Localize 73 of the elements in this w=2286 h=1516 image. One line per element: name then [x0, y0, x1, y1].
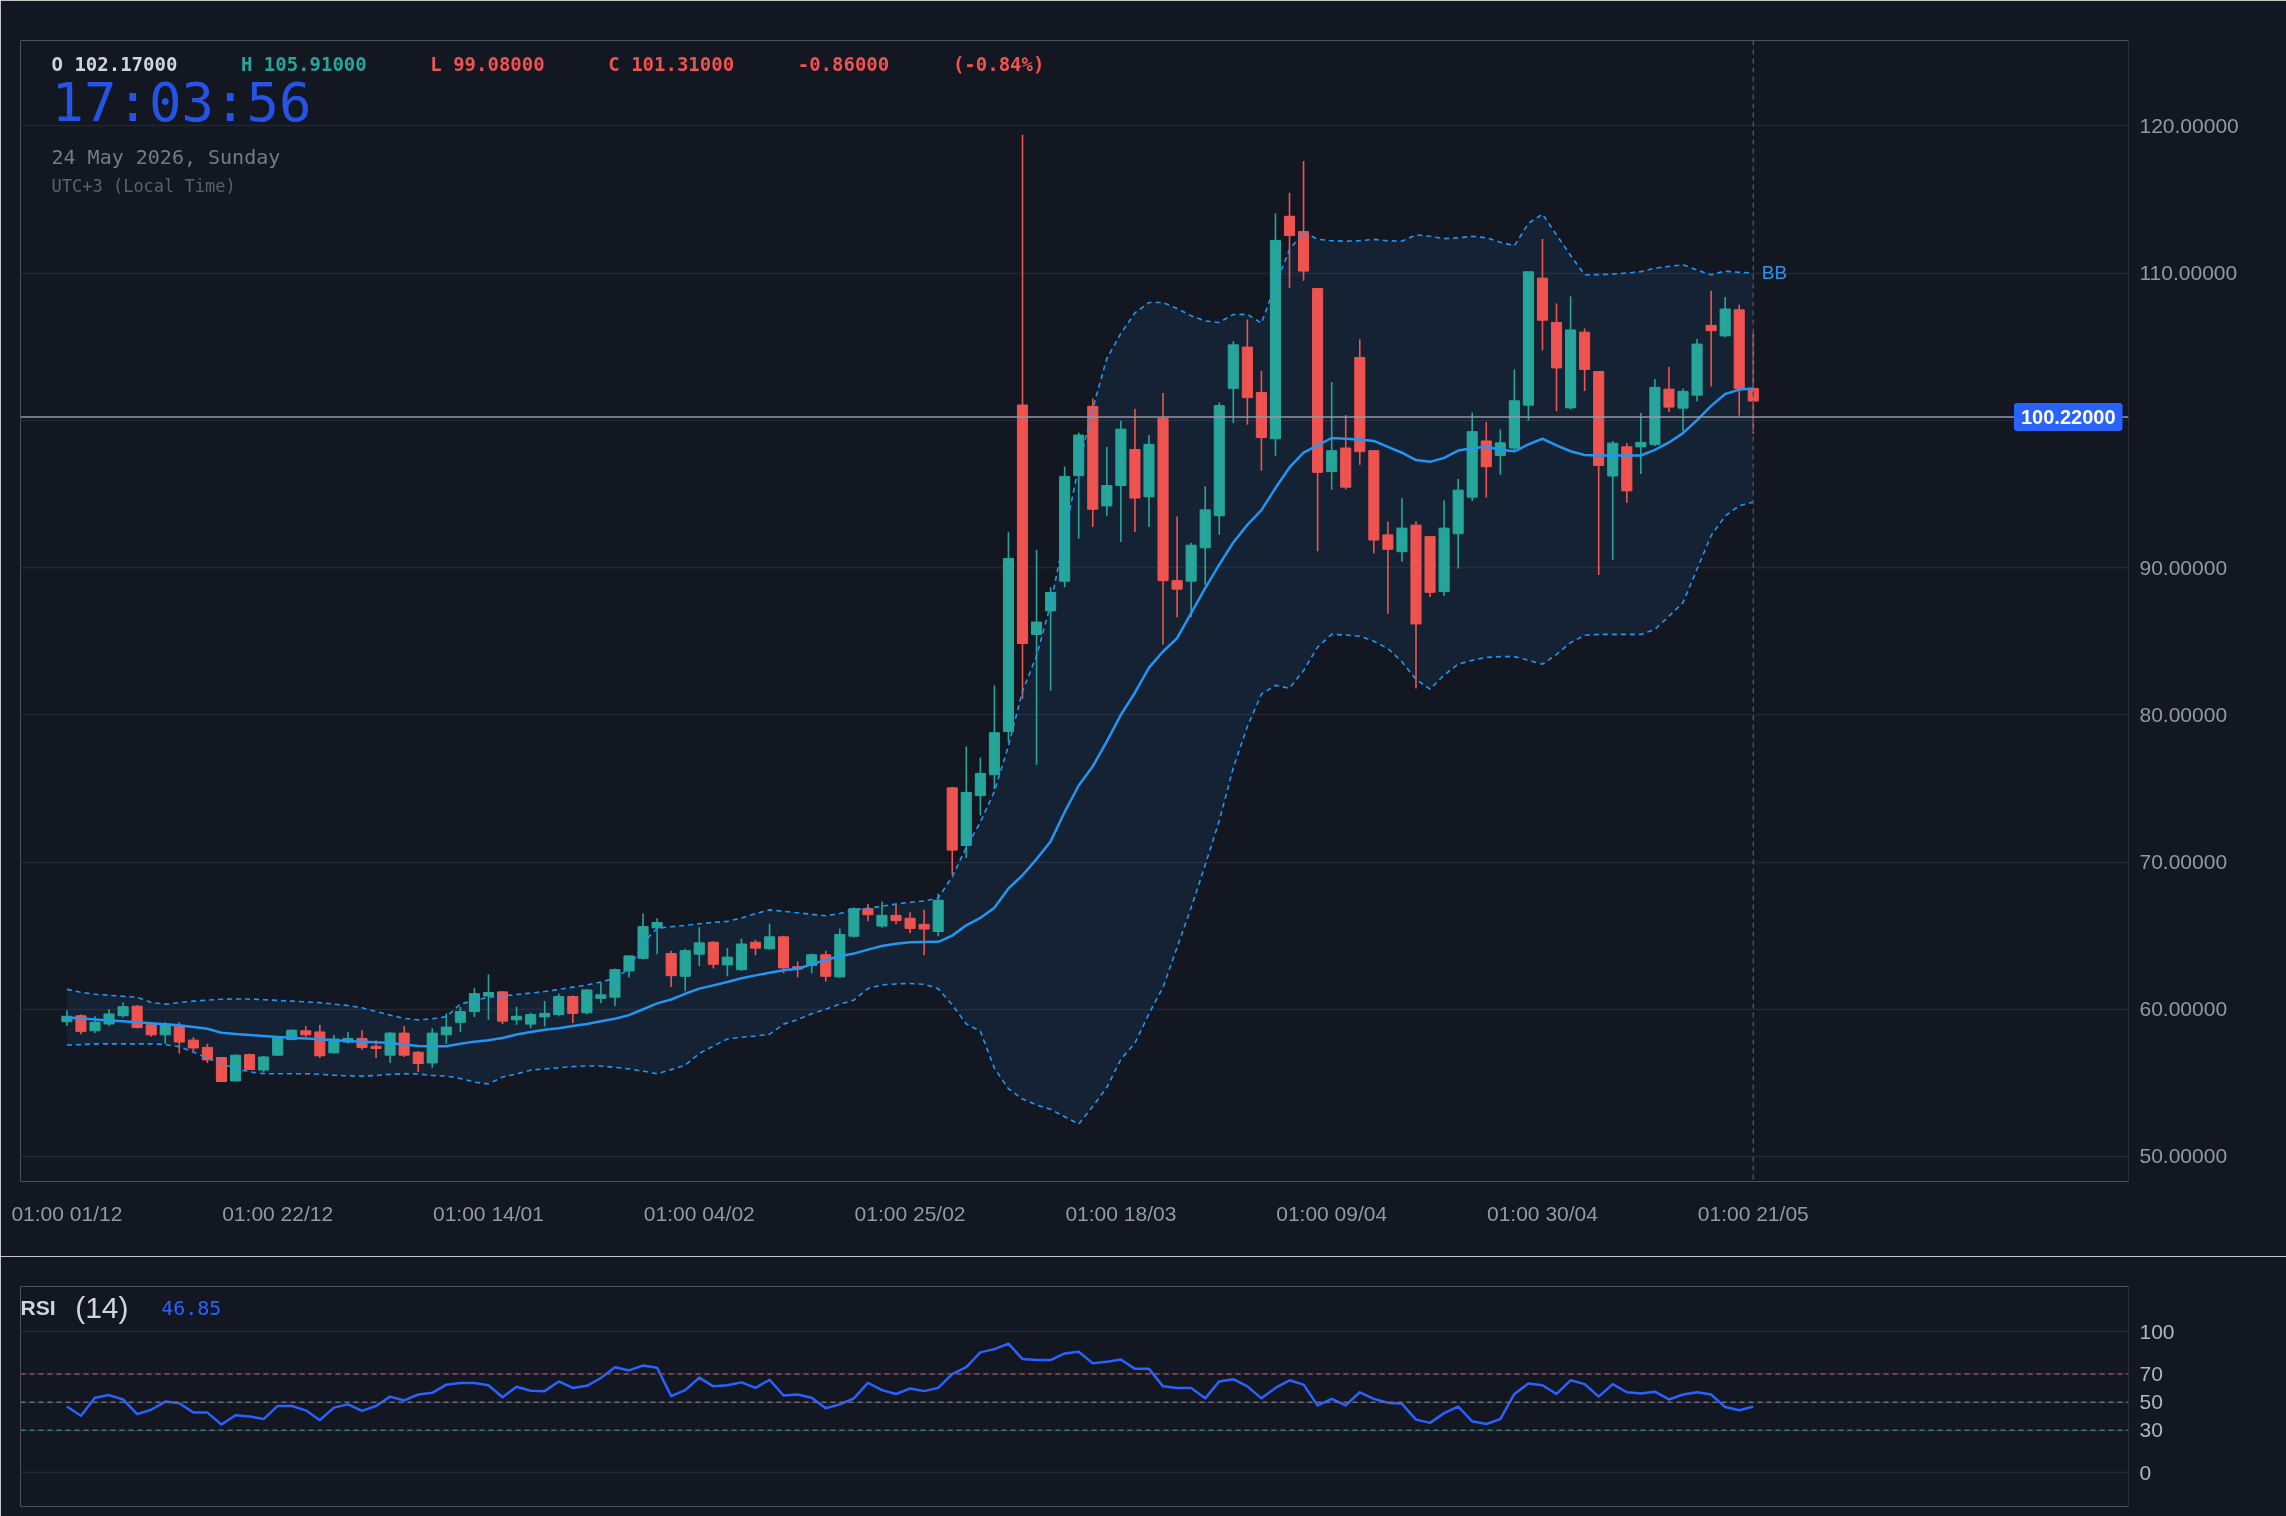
y-tick-label: 60.00000 — [2139, 997, 2228, 1021]
candlestick — [595, 982, 607, 1005]
candlestick — [201, 1043, 213, 1064]
candlestick — [763, 922, 776, 951]
x-tick-label: 01:00 01/12 — [11, 1201, 123, 1225]
candlestick — [1396, 497, 1408, 563]
line-series — [66, 501, 1755, 1125]
y-tick-label: 80.00000 — [2139, 702, 2228, 726]
candlestick — [454, 1005, 466, 1033]
candlestick — [1326, 381, 1338, 491]
candlestick — [1045, 586, 1057, 692]
y-tick-label: 30 — [2139, 1418, 2163, 1442]
x-tick-label: 01:00 22/12 — [222, 1201, 334, 1225]
annotation: 24 May 2026, Sunday — [51, 144, 281, 169]
ref-line-label: 100.22000 — [2020, 406, 2116, 429]
candlestick — [651, 917, 663, 955]
x-tick-label: 01:00 18/03 — [1065, 1201, 1177, 1225]
annotation: C 101.31000 — [608, 52, 735, 75]
candlestick — [721, 947, 733, 978]
x-tick-label: 01:00 09/04 — [1276, 1201, 1388, 1225]
y-tick-label: 100 — [2139, 1319, 2175, 1343]
y-tick-label: 90.00000 — [2139, 555, 2228, 579]
annotation: (-0.84%) — [952, 52, 1045, 75]
candlestick — [314, 1023, 326, 1059]
y-tick-label: 70.00000 — [2139, 850, 2228, 874]
candlestick — [1677, 387, 1689, 433]
x-tick-label: 01:00 21/05 — [1697, 1201, 1809, 1225]
candlestick — [173, 1021, 185, 1055]
candlestick — [398, 1025, 410, 1058]
candlestick — [468, 987, 480, 1018]
candlestick — [665, 949, 677, 988]
annotation: 46.85 — [161, 1295, 222, 1320]
candlestick — [904, 911, 916, 935]
annotation: -0.86000 — [797, 52, 890, 75]
candlestick — [1747, 332, 1759, 435]
candlestick — [707, 940, 719, 970]
y-tick-label: 110.00000 — [2139, 261, 2238, 285]
candlestick — [539, 1000, 551, 1028]
line-series — [65, 1342, 1755, 1426]
annotation: L 99.08000 — [430, 52, 545, 75]
candlestick — [974, 756, 986, 817]
candlestick — [553, 992, 565, 1018]
text: BB — [1761, 262, 1788, 284]
candlestick — [412, 1050, 424, 1073]
candlestick — [1663, 365, 1675, 413]
annotation: UTC+3 (Local Time) — [51, 175, 236, 196]
y-tick-label: 50 — [2139, 1390, 2163, 1414]
candlestick — [482, 973, 495, 1021]
x-tick-label: 01:00 30/04 — [1487, 1201, 1599, 1225]
candlestick — [1101, 446, 1113, 517]
candlestick — [1705, 289, 1717, 388]
candlestick — [918, 909, 930, 957]
candlestick — [890, 903, 902, 926]
candlestick — [1031, 549, 1043, 766]
x-tick-label: 01:00 14/01 — [433, 1201, 544, 1225]
text: RSI — [20, 1296, 56, 1319]
x-tick-label: 01:00 04/02 — [643, 1201, 755, 1225]
candlestick — [693, 926, 705, 967]
candlestick — [567, 994, 579, 1024]
candlestick — [440, 1012, 452, 1045]
candlestick — [876, 900, 888, 929]
y-tick-label: 70 — [2139, 1361, 2163, 1385]
candlestick — [1382, 520, 1394, 615]
candlestick — [1635, 411, 1647, 475]
candlestick — [581, 988, 593, 1016]
y-tick-label: 0 — [2139, 1460, 2152, 1484]
chart-subtitle: (14) — [75, 1291, 129, 1324]
y-tick-label: 120.00000 — [2139, 113, 2239, 137]
y-tick-label: 50.00000 — [2139, 1144, 2228, 1168]
candlestick — [1171, 515, 1183, 619]
candlestick — [820, 949, 832, 983]
x-tick-label: 01:00 25/02 — [854, 1201, 966, 1225]
candlestick — [1283, 191, 1296, 289]
